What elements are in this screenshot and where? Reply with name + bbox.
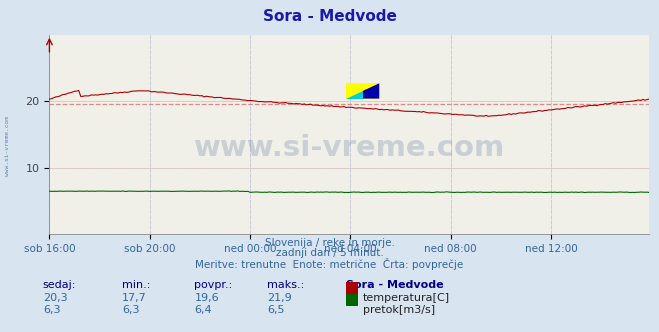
Text: 17,7: 17,7: [122, 293, 147, 303]
Text: www.si-vreme.com: www.si-vreme.com: [5, 116, 11, 176]
Text: 6,3: 6,3: [122, 305, 140, 315]
Text: temperatura[C]: temperatura[C]: [363, 293, 450, 303]
Text: 20,3: 20,3: [43, 293, 67, 303]
Text: 6,4: 6,4: [194, 305, 212, 315]
Text: www.si-vreme.com: www.si-vreme.com: [194, 134, 505, 162]
Text: pretok[m3/s]: pretok[m3/s]: [363, 305, 435, 315]
Text: 19,6: 19,6: [194, 293, 219, 303]
Text: sedaj:: sedaj:: [43, 280, 76, 290]
Text: min.:: min.:: [122, 280, 150, 290]
Text: Meritve: trenutne  Enote: metrične  Črta: povprečje: Meritve: trenutne Enote: metrične Črta: …: [195, 258, 464, 270]
Text: maks.:: maks.:: [267, 280, 304, 290]
Text: Sora - Medvode: Sora - Medvode: [346, 280, 444, 290]
Text: 6,3: 6,3: [43, 305, 61, 315]
Text: povpr.:: povpr.:: [194, 280, 233, 290]
Text: 21,9: 21,9: [267, 293, 292, 303]
Text: 6,5: 6,5: [267, 305, 285, 315]
Text: Slovenija / reke in morje.: Slovenija / reke in morje.: [264, 238, 395, 248]
Text: zadnji dan / 5 minut.: zadnji dan / 5 minut.: [275, 248, 384, 258]
Text: Sora - Medvode: Sora - Medvode: [262, 9, 397, 24]
